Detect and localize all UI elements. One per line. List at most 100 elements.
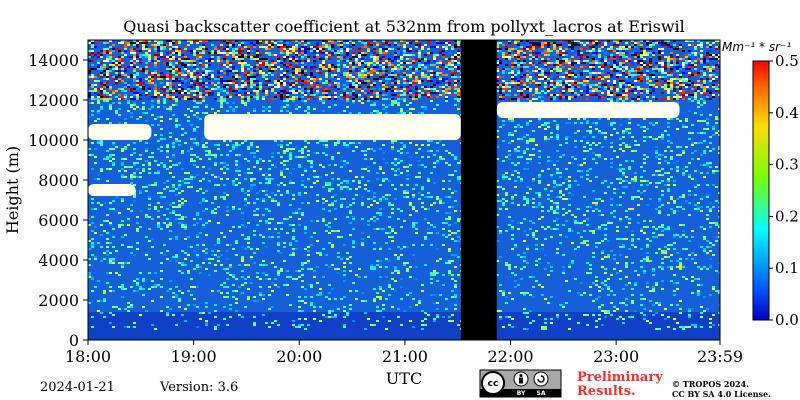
heatmap-cell — [646, 64, 649, 66]
heatmap-cell — [526, 158, 529, 160]
heatmap-cell — [223, 82, 226, 84]
heatmap-cell — [547, 90, 550, 92]
heatmap-cell — [262, 76, 265, 78]
heatmap-cell — [277, 152, 280, 154]
heatmap-cell — [553, 48, 556, 50]
heatmap-cell — [265, 64, 268, 66]
heatmap-cell — [451, 56, 454, 58]
heatmap-cell — [547, 62, 550, 64]
heatmap-cell — [151, 100, 154, 102]
heatmap-cell — [430, 70, 433, 72]
heatmap-cell — [139, 154, 142, 156]
heatmap-cell — [676, 160, 679, 162]
heatmap-cell — [331, 44, 334, 46]
heatmap-cell — [565, 88, 568, 90]
heatmap-cell — [598, 54, 601, 56]
heatmap-cell — [610, 84, 613, 86]
heatmap-cell — [670, 88, 673, 90]
heatmap-cell — [118, 102, 121, 104]
heatmap-cell — [637, 56, 640, 58]
heatmap-cell — [409, 48, 412, 50]
heatmap-cell — [418, 42, 421, 44]
heatmap-cell — [166, 72, 169, 74]
heatmap-cell — [94, 80, 97, 82]
heatmap-cell — [517, 162, 520, 164]
heatmap-cell — [508, 54, 511, 56]
heatmap-cell — [547, 72, 550, 74]
heatmap-cell — [403, 146, 406, 148]
heatmap-cell — [508, 40, 511, 42]
heatmap-cell — [637, 86, 640, 88]
heatmap-cell — [349, 84, 352, 86]
heatmap-cell — [634, 56, 637, 58]
heatmap-cell — [154, 54, 157, 56]
heatmap-cell — [676, 154, 679, 156]
heatmap-cell — [394, 102, 397, 104]
heatmap-cell — [439, 82, 442, 84]
heatmap-cell — [247, 72, 250, 74]
heatmap-cell — [514, 78, 517, 80]
heatmap-cell — [145, 120, 148, 122]
heatmap-cell — [514, 82, 517, 84]
heatmap-cell — [124, 82, 127, 84]
heatmap-cell — [280, 172, 283, 174]
heatmap-cell — [199, 102, 202, 104]
heatmap-cell — [508, 50, 511, 52]
heatmap-cell — [280, 44, 283, 46]
heatmap-cell — [403, 54, 406, 56]
heatmap-cell — [397, 90, 400, 92]
heatmap-cell — [124, 176, 127, 178]
heatmap-cell — [160, 72, 163, 74]
heatmap-cell — [409, 96, 412, 98]
heatmap-cell — [457, 108, 460, 110]
heatmap-cell — [562, 72, 565, 74]
heatmap-cell — [103, 70, 106, 72]
heatmap-cell — [658, 56, 661, 58]
heatmap-cell — [250, 152, 253, 154]
heatmap-cell — [634, 86, 637, 88]
heatmap-cell — [133, 142, 136, 144]
heatmap-cell — [715, 58, 718, 60]
heatmap-cell — [574, 70, 577, 72]
heatmap-cell — [232, 54, 235, 56]
heatmap-cell — [589, 48, 592, 50]
heatmap-cell — [439, 86, 442, 88]
heatmap-cell — [538, 82, 541, 84]
heatmap-cell — [697, 72, 700, 74]
heatmap-cell — [547, 74, 550, 76]
heatmap-cell — [694, 150, 697, 152]
heatmap-cell — [136, 76, 139, 78]
heatmap-cell — [289, 142, 292, 144]
heatmap-cell — [391, 140, 394, 142]
heatmap-cell — [646, 128, 649, 130]
heatmap-cell — [607, 92, 610, 94]
heatmap-cell — [373, 40, 376, 42]
heatmap-cell — [352, 102, 355, 104]
heatmap-cell — [589, 130, 592, 132]
heatmap-cell — [358, 62, 361, 64]
heatmap-cell — [202, 52, 205, 54]
heatmap-cell — [94, 68, 97, 70]
heatmap-cell — [382, 144, 385, 146]
heatmap-cell — [103, 90, 106, 92]
heatmap-cell — [640, 54, 643, 56]
heatmap-cell — [115, 68, 118, 70]
heatmap-cell — [97, 140, 100, 142]
heatmap-cell — [565, 74, 568, 76]
heatmap-cell — [454, 86, 457, 88]
heatmap-cell — [640, 126, 643, 128]
heatmap-cell — [232, 144, 235, 146]
heatmap-cell — [376, 72, 379, 74]
heatmap-cell — [328, 106, 331, 108]
heatmap-cell — [535, 42, 538, 44]
heatmap-cell — [616, 70, 619, 72]
heatmap-cell — [148, 88, 151, 90]
heatmap-cell — [637, 52, 640, 54]
heatmap-cell — [280, 62, 283, 64]
heatmap-cell — [394, 54, 397, 56]
heatmap-cell — [610, 66, 613, 68]
heatmap-cell — [508, 134, 511, 136]
heatmap-cell — [394, 174, 397, 176]
heatmap-cell — [622, 72, 625, 74]
heatmap-cell — [634, 92, 637, 94]
